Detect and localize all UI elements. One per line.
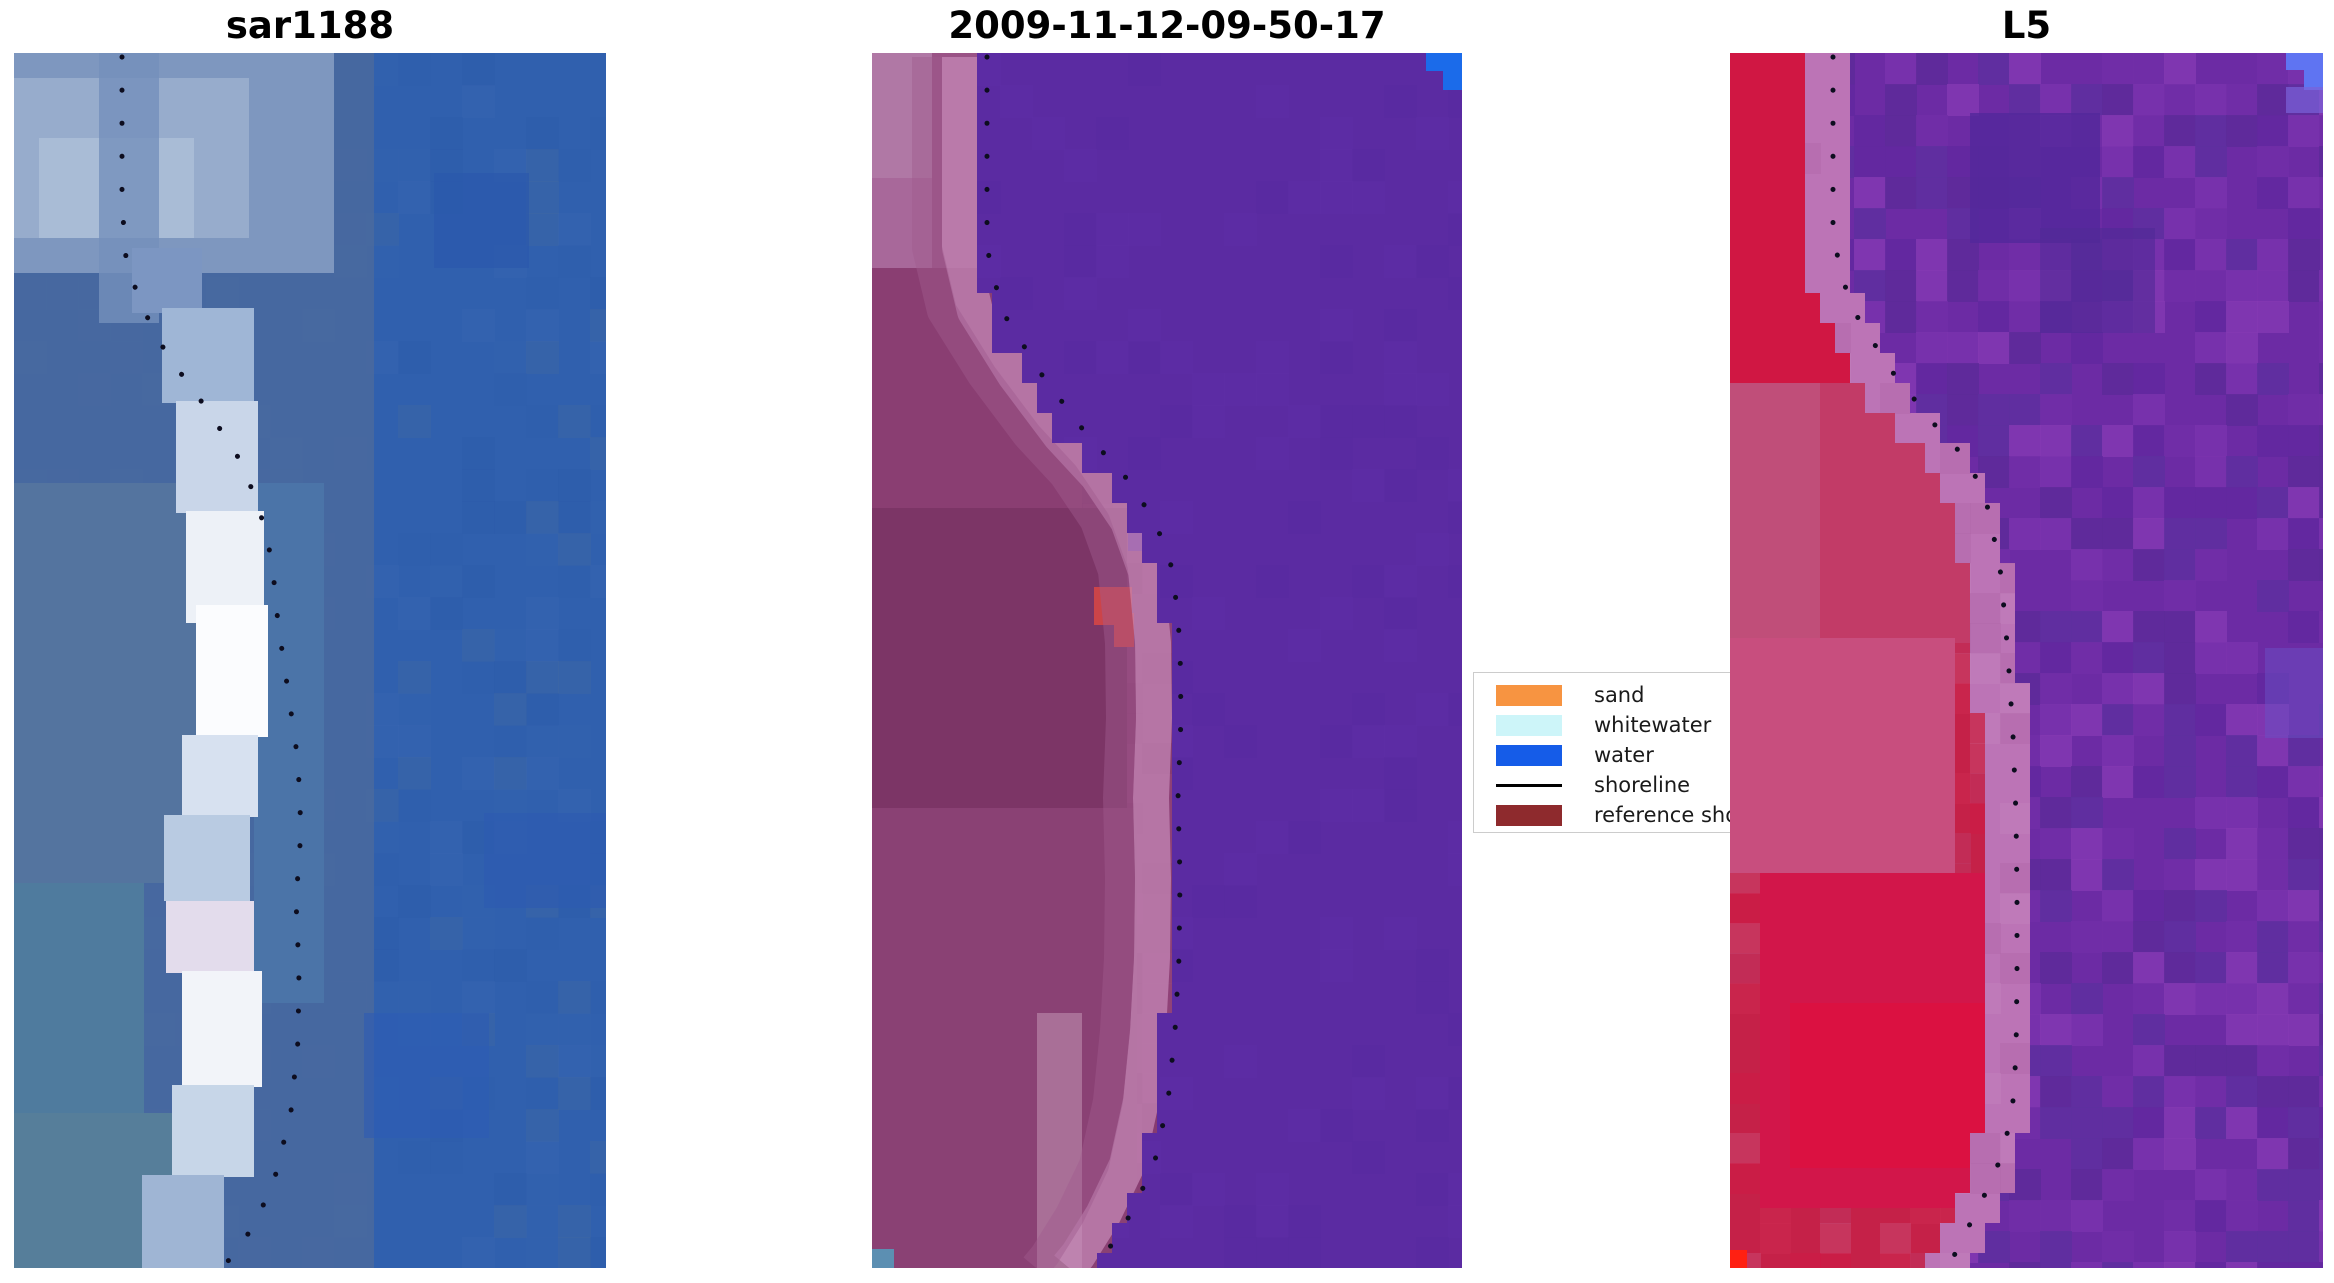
- legend-label-water: water: [1594, 743, 1654, 767]
- legend-row-whitewater: whitewater: [1496, 710, 1740, 740]
- legend-swatch-shoreline: [1496, 783, 1562, 787]
- shoreline-dots: [984, 54, 1184, 1268]
- legend: sand whitewater water shoreline reference sh…: [1473, 672, 1797, 833]
- panel-title-sar1188: sar1188: [225, 4, 395, 47]
- panel-title-l5: L5: [2001, 4, 2052, 47]
- shoreline-dots: [119, 54, 304, 1268]
- image-regions: [1970, 113, 2323, 738]
- panel-l5: [1730, 53, 2323, 1268]
- corner-pixels: [1730, 53, 2323, 1268]
- image-regions: [14, 53, 606, 1268]
- shoreline-dots: [1830, 54, 2020, 1268]
- panel-image-sar1188: [14, 53, 606, 1268]
- legend-row-reference-shoreline: reference shoreline: [1496, 800, 1797, 830]
- corner-pixels: [872, 53, 1462, 1268]
- legend-swatch-whitewater: [1496, 714, 1562, 736]
- panel-image-classified: [872, 53, 1462, 1268]
- legend-label-whitewater: whitewater: [1594, 713, 1712, 737]
- legend-row-shoreline: shoreline: [1496, 770, 1740, 800]
- legend-label-sand: sand: [1594, 683, 1645, 707]
- panel-image-l5: [1730, 53, 2323, 1268]
- legend-row-sand: sand: [1496, 680, 1740, 710]
- panel-classified: [872, 53, 1462, 1268]
- legend-row-water: water: [1496, 740, 1740, 770]
- legend-swatch-reference-shoreline: [1496, 804, 1562, 826]
- legend-label-shoreline: shoreline: [1594, 773, 1691, 797]
- panel-title-classified: 2009-11-12-09-50-17: [948, 4, 1386, 47]
- legend-swatch-sand: [1496, 684, 1562, 706]
- panel-sar1188: [14, 53, 606, 1268]
- legend-swatch-water: [1496, 744, 1562, 766]
